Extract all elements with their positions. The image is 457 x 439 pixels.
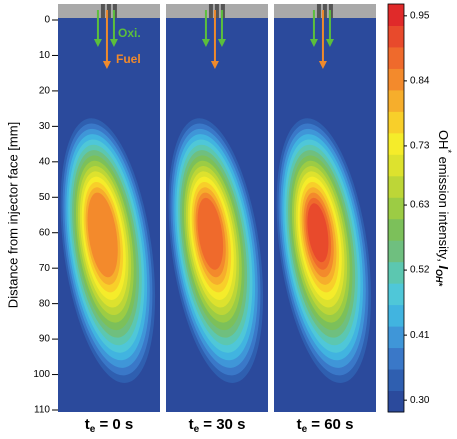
contour-level [197, 197, 224, 270]
y-tick-label: 30 [39, 121, 51, 132]
colorbar-band [388, 390, 404, 413]
colorbar-band [388, 111, 404, 134]
colorbar-band [388, 197, 404, 220]
intensity-field [168, 118, 264, 383]
colorbar-tick-label: 0.95 [410, 10, 430, 21]
panel-label: te = 30 s [189, 416, 246, 435]
injector-post [316, 4, 321, 18]
y-tick-label: 50 [39, 192, 51, 203]
injector-post [100, 4, 105, 18]
annotation: Fuel [116, 52, 141, 66]
flow-arrowhead [325, 39, 334, 47]
flow-arrowhead [210, 61, 219, 69]
colorbar-tick-label: 0.41 [410, 330, 430, 341]
colorbar-band [388, 240, 404, 263]
y-tick-label: 40 [39, 156, 51, 167]
colorbar-tick-label: 0.84 [410, 76, 430, 87]
colorbar-band [388, 347, 404, 370]
flow-arrowhead [309, 39, 318, 47]
flow-arrowhead [318, 61, 327, 69]
colorbar-frame [387, 3, 405, 413]
colorbar-symbol-sub: OH* [434, 269, 444, 287]
colorbar-band [388, 68, 404, 91]
y-tick-label: 100 [33, 369, 50, 380]
colorbar-label: OH* emission intensity, IOH* [434, 130, 453, 287]
y-tick-label: 20 [39, 86, 51, 97]
colorbar-label-rest: emission intensity, [436, 153, 451, 265]
flow-arrowhead [93, 39, 102, 47]
contour-level [307, 203, 329, 263]
y-tick-label: 0 [44, 15, 50, 26]
panel-label-main: t [189, 416, 194, 433]
colorbar-label-sup: * [443, 149, 453, 153]
intensity-field [276, 118, 372, 383]
injector-post [208, 4, 213, 18]
y-tick-label: 10 [39, 50, 51, 61]
panel-label: te = 0 s [85, 416, 134, 435]
panel-label-rest: = 30 s [199, 416, 245, 433]
y-tick-label: 60 [39, 227, 51, 238]
panel-label-sub: e [194, 424, 200, 435]
contour-level [87, 192, 118, 278]
colorbar-band [388, 304, 404, 327]
colorbar-band [388, 369, 404, 392]
injector-post [214, 4, 219, 18]
injector-post [106, 4, 111, 18]
panel-label-main: t [297, 416, 302, 433]
colorbar-symbol: I [436, 265, 451, 269]
colorbar-tick-label: 0.52 [410, 265, 430, 276]
flow-arrowhead [109, 39, 118, 47]
panel-label-main: t [85, 416, 90, 433]
colorbar-band [388, 46, 404, 69]
injector-post [322, 4, 327, 18]
colorbar-band [388, 89, 404, 112]
colorbar-band [388, 326, 404, 349]
colorbar-band [388, 4, 404, 26]
panel-label: te = 60 s [297, 416, 354, 435]
colorbar-band [388, 218, 404, 241]
panel-label-sub: e [302, 424, 308, 435]
colorbar-band [388, 154, 404, 177]
colorbar-band [388, 132, 404, 155]
colorbar-band [388, 25, 404, 48]
flow-arrowhead [201, 39, 210, 47]
colorbar-label-main: OH [436, 130, 451, 150]
colorbar-tick-label: 0.73 [410, 141, 430, 152]
annotation: Oxi. [118, 26, 141, 40]
colorbar-band [388, 283, 404, 306]
intensity-field [60, 118, 156, 383]
colorbar-band [388, 175, 404, 198]
colorbar-band [388, 261, 404, 284]
y-tick-label: 90 [39, 334, 51, 345]
y-tick-label: 110 [34, 405, 50, 416]
colorbar-tick-label: 0.30 [410, 395, 430, 406]
y-tick-label: 70 [39, 263, 51, 274]
panel-label-sub: e [90, 424, 96, 435]
y-axis-label: Distance from injector face [mm] [5, 122, 20, 308]
colorbar-tick-label: 0.63 [410, 200, 430, 211]
panel-label-rest: = 0 s [95, 416, 133, 433]
flow-arrowhead [102, 61, 111, 69]
flow-arrowhead [217, 39, 226, 47]
panel-label-rest: = 60 s [307, 416, 353, 433]
y-tick-label: 80 [39, 298, 51, 309]
